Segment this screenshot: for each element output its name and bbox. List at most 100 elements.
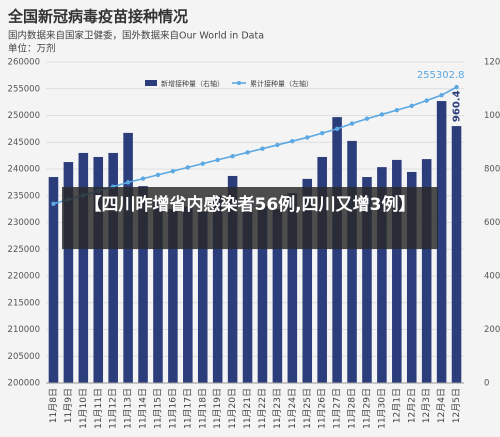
bar	[287, 193, 298, 383]
x-tick-label: 11月24日	[287, 388, 298, 429]
line-point	[394, 107, 400, 113]
line-point	[125, 180, 131, 185]
x-tick-label: 11月18日	[197, 388, 208, 429]
line-point	[305, 135, 310, 140]
legend-swatch	[237, 81, 241, 85]
news-banner: 【四川昨增省内感染者56例,四川又增3例】	[62, 187, 438, 249]
bar	[78, 152, 89, 383]
bar	[227, 175, 238, 383]
bar	[362, 177, 372, 383]
bar	[197, 211, 208, 383]
bar	[63, 162, 74, 383]
x-tick-label: 12月1日	[391, 388, 402, 423]
bar	[93, 156, 104, 383]
bar	[421, 159, 432, 383]
line-point	[439, 92, 444, 98]
value-label: 960.4	[452, 90, 463, 122]
line-point	[319, 130, 325, 136]
line-point	[230, 153, 235, 159]
x-tick-label: 11月13日	[123, 388, 134, 429]
bar	[138, 186, 148, 383]
x-tick-label: 11月19日	[212, 388, 223, 429]
bar	[153, 198, 163, 383]
x-tick-label: 12月4日	[436, 388, 447, 423]
y-tick-label: 255000	[8, 84, 40, 94]
x-tick-label: 11月10日	[78, 388, 89, 429]
y2-tick-label: 1000	[484, 111, 500, 121]
bar	[302, 178, 313, 383]
line-point	[409, 103, 414, 109]
x-tick-label: 12月3日	[421, 388, 432, 423]
y2-tick-label: 0	[484, 379, 489, 389]
bar	[377, 167, 387, 383]
bar	[451, 126, 462, 383]
y2-tick-label: 1200	[484, 58, 500, 68]
bar	[392, 159, 402, 383]
line-point	[290, 138, 295, 144]
y-tick-label: 240000	[8, 165, 40, 175]
x-tick-label: 11月29日	[361, 388, 372, 429]
x-tick-label: 11月9日	[63, 388, 74, 423]
line-point	[260, 146, 265, 151]
bar	[168, 209, 178, 383]
y-tick-label: 200000	[8, 379, 40, 389]
line-point	[185, 165, 191, 170]
legend-label: 累计接种量（左轴）	[250, 79, 313, 88]
value-label: 255302.8	[417, 70, 465, 81]
legend-label: 新增接种量（右轴）	[161, 79, 224, 88]
bar	[242, 201, 253, 383]
y-tick-label: 230000	[8, 218, 40, 228]
line-point	[275, 142, 280, 148]
line-point	[364, 116, 370, 121]
bar	[332, 117, 342, 383]
line-point	[379, 112, 385, 117]
x-tick-label: 11月14日	[138, 388, 149, 429]
line-point	[155, 172, 161, 178]
line-point	[200, 161, 205, 166]
y-tick-label: 235000	[8, 191, 40, 201]
y2-tick-label: 800	[484, 165, 500, 175]
y2-tick-label: 600	[484, 218, 500, 228]
x-tick-label: 11月22日	[257, 388, 268, 429]
bar	[436, 101, 447, 384]
x-tick-label: 11月28日	[347, 388, 358, 429]
y-tick-label: 205000	[8, 352, 40, 362]
x-tick-label: 11月30日	[376, 388, 387, 429]
y-tick-label: 225000	[8, 245, 40, 255]
x-tick-label: 11月16日	[167, 388, 178, 429]
unit-label: 单位：万剂	[8, 43, 56, 55]
y-tick-label: 210000	[8, 325, 40, 335]
line-point	[334, 126, 340, 132]
x-tick-label: 11月12日	[108, 388, 119, 429]
y-tick-label: 215000	[8, 298, 40, 308]
y2-tick-label: 200	[484, 325, 500, 335]
y-tick-label: 250000	[8, 111, 40, 121]
bar	[406, 171, 417, 383]
x-tick-label: 11月25日	[302, 388, 313, 429]
chart-subtitle: 国内数据来自国家卫健委，国外数据来自Our World in Data	[8, 30, 264, 42]
y2-tick-label: 400	[484, 272, 500, 282]
line-point	[215, 157, 220, 163]
x-tick-label: 11月21日	[242, 388, 253, 429]
x-tick-label: 11月20日	[227, 388, 238, 429]
x-tick-label: 11月27日	[332, 388, 343, 429]
x-tick-label: 11月11日	[93, 388, 104, 429]
bar	[108, 152, 118, 383]
line-point	[454, 84, 459, 90]
bar	[272, 209, 283, 383]
x-tick-label: 11月23日	[272, 388, 283, 429]
bar	[257, 206, 268, 383]
line	[53, 86, 457, 205]
x-tick-label: 12月2日	[406, 388, 417, 423]
y-tick-label: 245000	[8, 138, 40, 148]
bar	[347, 140, 357, 383]
line-point	[170, 168, 176, 174]
line-point	[245, 150, 250, 155]
bar	[212, 195, 223, 383]
line-point	[51, 201, 56, 206]
legend-swatch	[145, 80, 157, 86]
chart-title: 全国新冠病毒疫苗接种情况	[7, 8, 188, 26]
x-tick-label: 12月5日	[451, 388, 462, 423]
